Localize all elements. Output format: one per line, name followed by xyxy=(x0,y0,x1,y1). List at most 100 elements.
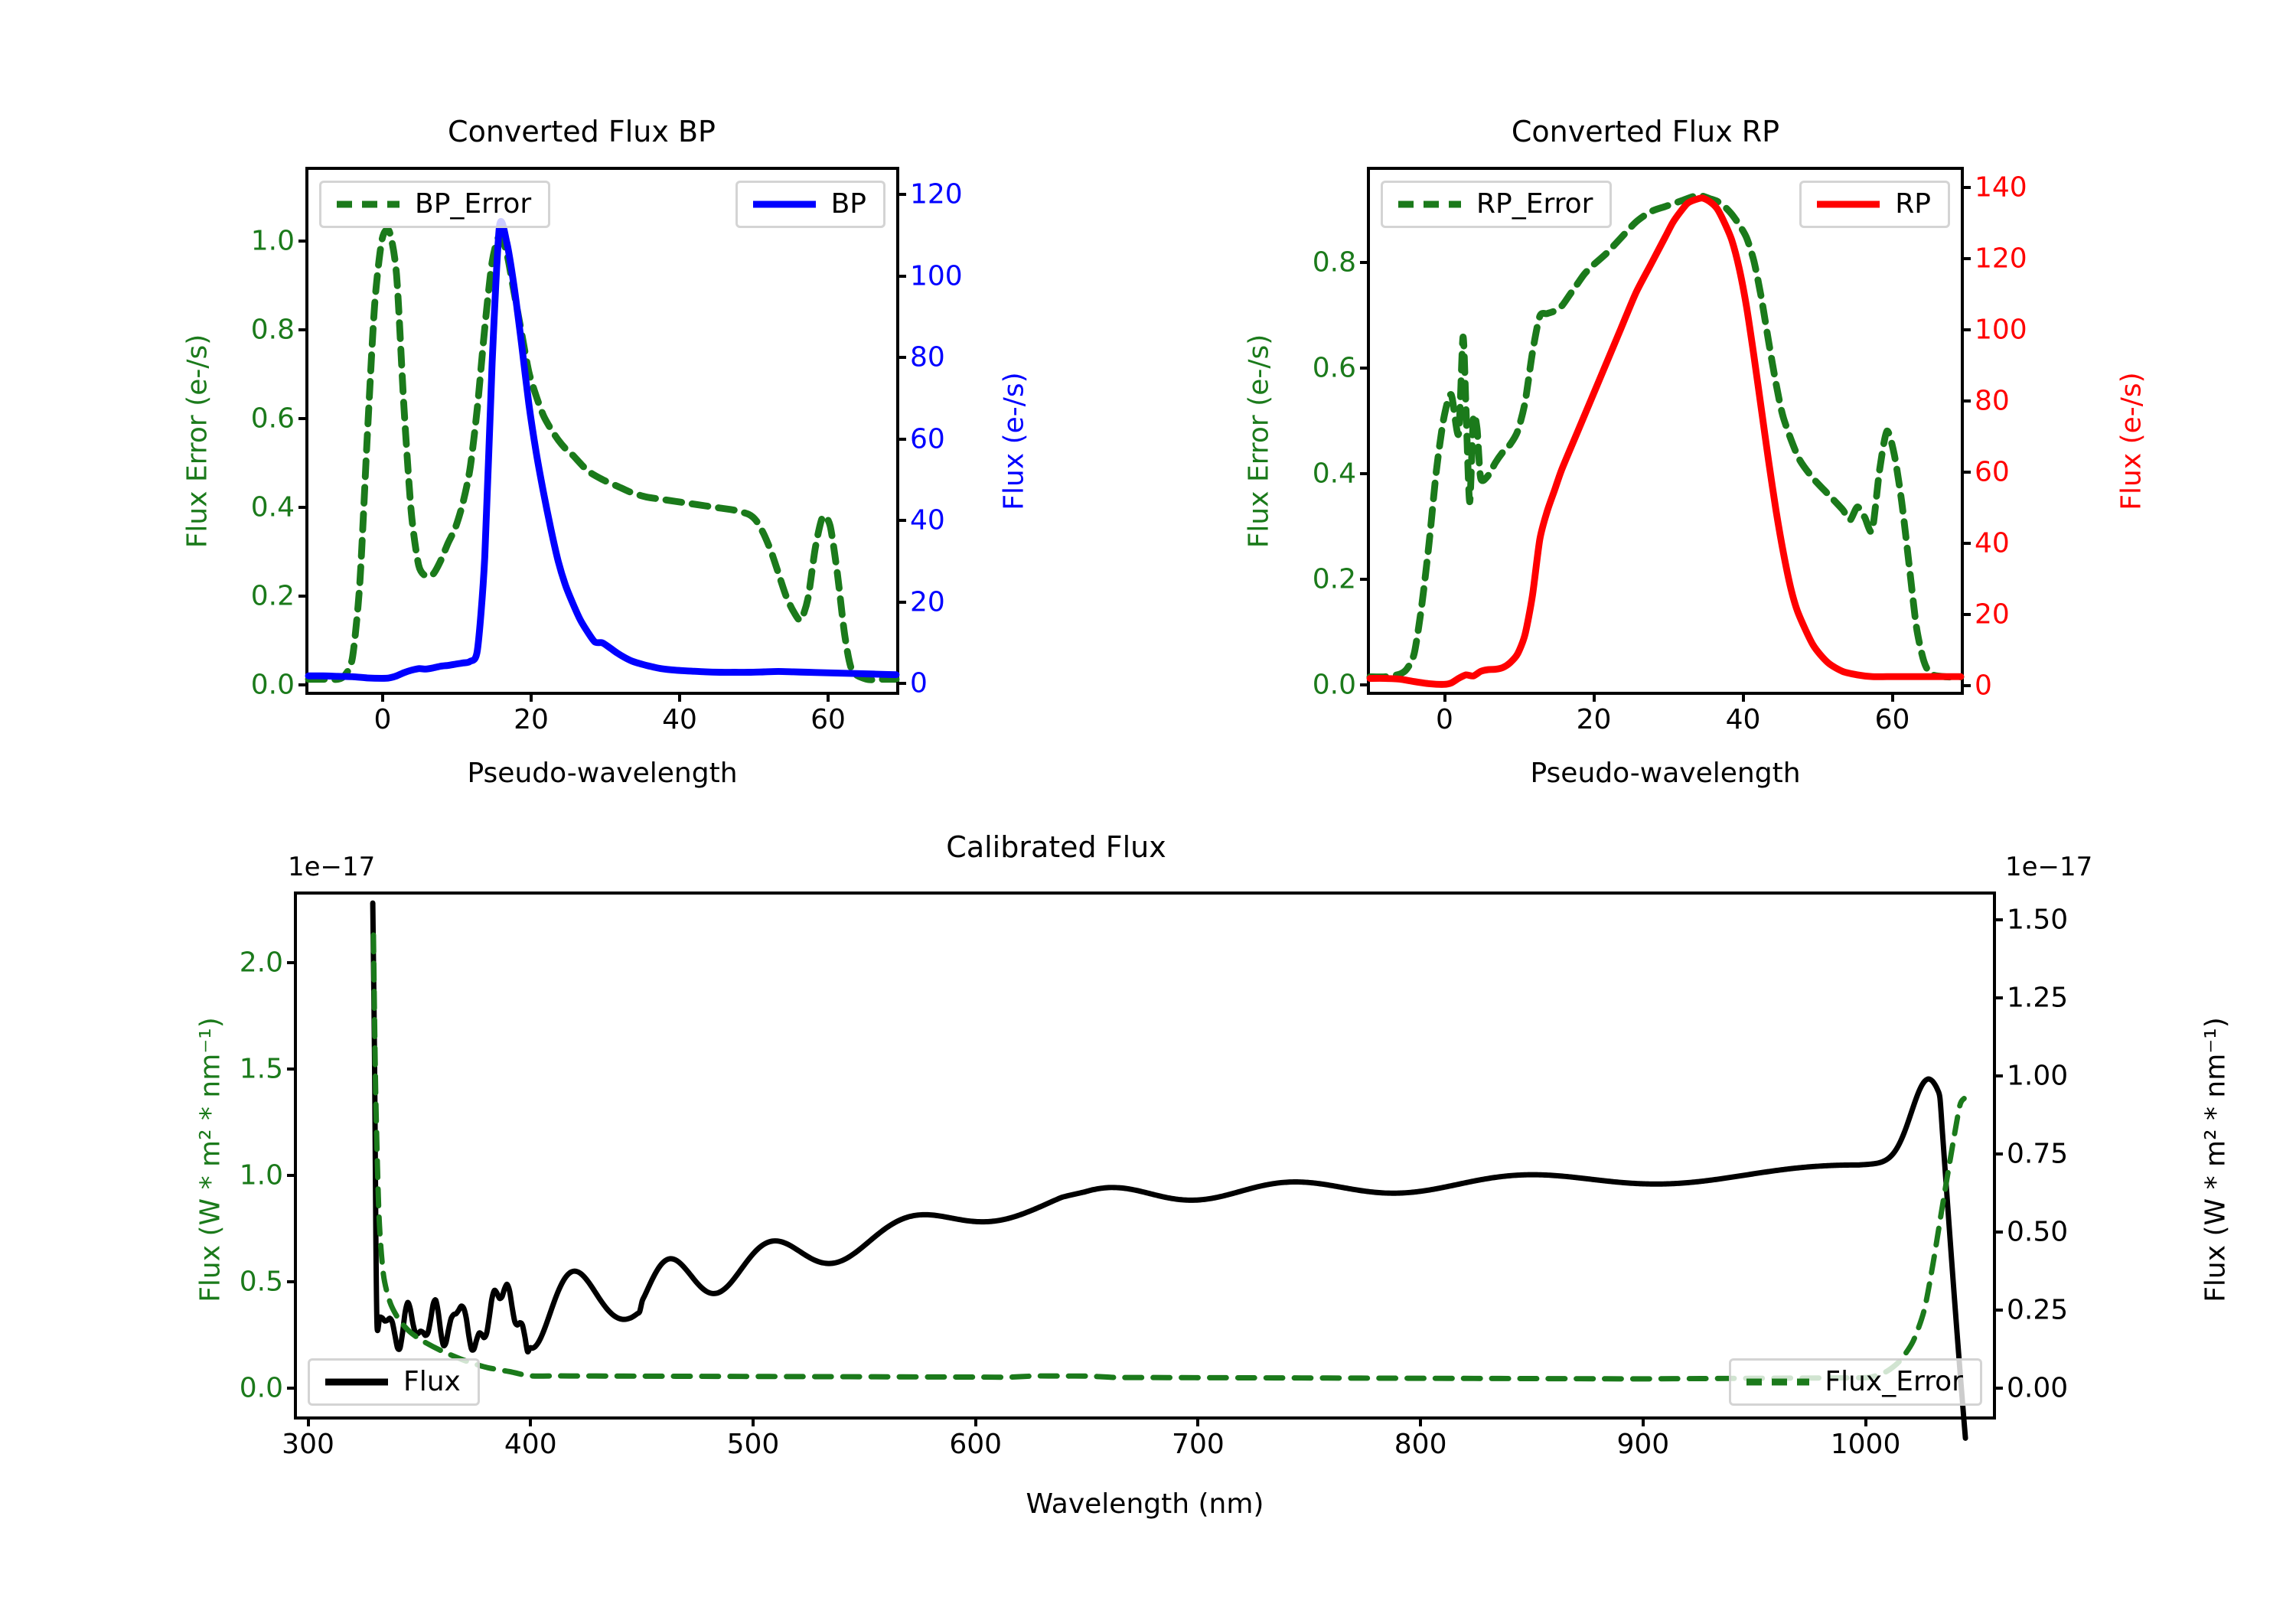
y-right-ticklabel: 20 xyxy=(1975,598,2010,631)
rp-legend-error[interactable]: RP_Error xyxy=(1381,181,1613,228)
y-right-tickmark xyxy=(1993,918,2003,921)
calibrated-plot-title: Calibrated Flux xyxy=(946,830,1166,864)
rp-legend-flux[interactable]: RP xyxy=(1799,181,1950,228)
calibrated-legend-error[interactable]: Flux_Error xyxy=(1729,1358,1982,1406)
y-left-tickmark xyxy=(298,594,308,598)
rp-series-rp xyxy=(1366,194,1965,688)
y-left-ticklabel: 0.4 xyxy=(250,491,295,523)
calibrated-series-flux xyxy=(370,900,1968,1441)
calibrated-ylabel-left: Flux (W * m² * nm⁻¹) xyxy=(194,1017,227,1302)
y-left-ticklabel: 1.0 xyxy=(239,1159,283,1191)
y-right-tickmark xyxy=(1961,470,1971,474)
y-right-tickmark xyxy=(896,682,906,686)
y-left-ticklabel: 0.8 xyxy=(1312,246,1356,279)
y-left-ticklabel: 0.2 xyxy=(250,580,295,612)
rp-axes: RP_Error RP 0.0 0.2 0.4 0.6 0.8 0 20 40 60 80 100 1… xyxy=(1313,167,2027,735)
y-left-ticklabel: 0.0 xyxy=(250,669,295,701)
y-left-tickmark xyxy=(298,328,308,331)
y-left-tickmark xyxy=(298,416,308,420)
y-left-ticklabel: 0.2 xyxy=(1312,563,1356,595)
y-right-tickmark xyxy=(896,600,906,604)
x-tickmark xyxy=(1741,692,1745,702)
rp-plot-title: Converted Flux RP xyxy=(1511,115,1780,148)
y-right-ticklabel: 100 xyxy=(1975,314,2027,346)
rp-data-curves xyxy=(1366,192,1965,688)
x-ticklabel: 20 xyxy=(514,704,549,735)
x-tickmark xyxy=(974,1416,977,1426)
y-left-tickmark xyxy=(298,239,308,243)
x-tickmark xyxy=(1864,1416,1867,1426)
y-right-ticklabel: 1.50 xyxy=(2007,904,2069,936)
bp-data-curves xyxy=(305,217,900,683)
x-tickmark xyxy=(306,1416,310,1426)
y-right-tickmark xyxy=(1961,541,1971,545)
y-left-tickmark xyxy=(1360,260,1370,264)
y-right-ticklabel: 0.75 xyxy=(2007,1138,2069,1170)
x-tickmark xyxy=(529,1416,533,1426)
x-ticklabel: 0 xyxy=(373,704,392,735)
x-tickmark xyxy=(1196,1416,1200,1426)
y-left-tickmark xyxy=(287,1280,297,1284)
y-left-tickmark xyxy=(1360,471,1370,475)
y-left-tickmark xyxy=(298,505,308,509)
y-right-ticklabel: 40 xyxy=(910,504,945,536)
panel-converted-flux-rp: Converted Flux RP RP_Error RP 0.0 0.2 0.4 0… xyxy=(1240,115,2189,804)
y-left-ticklabel: 0.4 xyxy=(1312,458,1356,490)
y-left-tickmark xyxy=(1360,683,1370,686)
y-left-tickmark xyxy=(287,961,297,965)
y-right-tickmark xyxy=(1993,996,2003,999)
y-right-ticklabel: 0.50 xyxy=(2007,1216,2069,1248)
y-right-ticklabel: 140 xyxy=(1975,171,2027,204)
y-left-tickmark xyxy=(298,683,308,686)
x-tickmark xyxy=(751,1416,755,1426)
y-right-ticklabel: 80 xyxy=(910,341,945,373)
calibrated-axes: Flux Flux_Error 0.0 0.5 1.0 1.5 2.0 0.00 0.25 0… xyxy=(240,892,2068,1460)
bp-legend-error[interactable]: BP_Error xyxy=(319,181,551,228)
y-right-tickmark xyxy=(1993,1074,2003,1077)
x-ticklabel: 300 xyxy=(282,1429,334,1460)
y-right-tickmark xyxy=(1961,399,1971,403)
y-right-ticklabel: 0 xyxy=(1975,670,1992,702)
x-ticklabel: 700 xyxy=(1172,1429,1225,1460)
x-tickmark xyxy=(1592,692,1596,702)
calibrated-xlabel: Wavelength (nm) xyxy=(1026,1488,1264,1520)
rp-legend-error-label: RP_Error xyxy=(1476,188,1593,220)
rp-series-rp_error xyxy=(1366,192,1965,681)
y-right-tickmark xyxy=(896,437,906,441)
calibrated-legend-flux[interactable]: Flux xyxy=(308,1358,480,1406)
x-ticklabel: 20 xyxy=(1576,704,1612,735)
x-ticklabel: 60 xyxy=(1874,704,1910,735)
bp-series-bp xyxy=(305,217,900,682)
y-right-ticklabel: 40 xyxy=(1975,527,2010,559)
y-left-ticklabel: 0.0 xyxy=(1312,669,1356,701)
rp-ylabel-left: Flux Error (e-/s) xyxy=(1243,334,1275,549)
bp-xlabel: Pseudo-wavelength xyxy=(467,758,738,789)
y-left-ticklabel: 1.5 xyxy=(239,1053,283,1085)
calibrated-yoffset-right: 1e−17 xyxy=(2005,852,2093,882)
y-left-ticklabel: 0.6 xyxy=(250,403,295,435)
bp-legend-flux[interactable]: BP xyxy=(735,181,885,228)
y-left-ticklabel: 2.0 xyxy=(239,947,283,979)
y-left-tickmark xyxy=(1360,366,1370,370)
y-left-ticklabel: 0.0 xyxy=(239,1372,283,1404)
y-right-ticklabel: 20 xyxy=(910,586,945,618)
y-right-ticklabel: 0.25 xyxy=(2007,1294,2069,1326)
x-ticklabel: 500 xyxy=(726,1429,780,1460)
y-right-tickmark xyxy=(1993,1387,2003,1390)
x-tickmark xyxy=(1443,692,1446,702)
y-left-tickmark xyxy=(287,1387,297,1390)
y-right-tickmark xyxy=(1993,1309,2003,1312)
y-right-tickmark xyxy=(896,274,906,278)
x-ticklabel: 60 xyxy=(810,704,846,735)
rp-xlabel: Pseudo-wavelength xyxy=(1530,758,1801,789)
x-tickmark xyxy=(1419,1416,1423,1426)
y-right-tickmark xyxy=(1961,186,1971,190)
bp-axes: BP_Error BP 0.0 0.2 0.4 0.6 0.8 1.0 0 20 40 60 80 1… xyxy=(251,167,963,735)
x-ticklabel: 40 xyxy=(1725,704,1761,735)
y-right-ticklabel: 120 xyxy=(910,178,963,210)
y-right-tickmark xyxy=(896,356,906,360)
x-ticklabel: 400 xyxy=(504,1429,557,1460)
rp-legend-flux-label: RP xyxy=(1895,188,1931,220)
bp-ylabel-left: Flux Error (e-/s) xyxy=(181,334,214,549)
y-right-tickmark xyxy=(1961,257,1971,261)
